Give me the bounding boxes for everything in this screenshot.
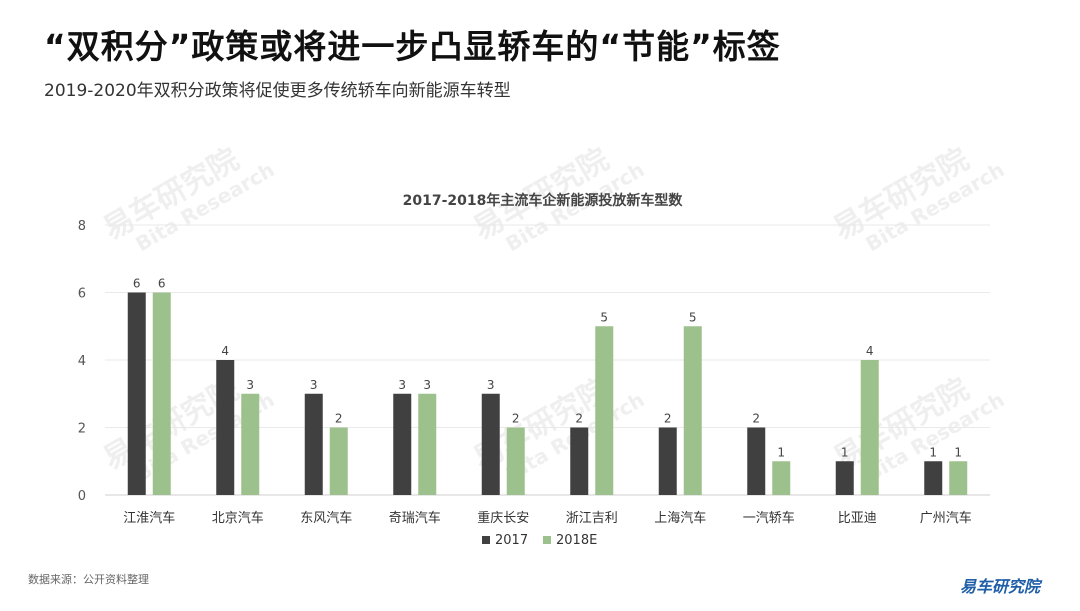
bar bbox=[924, 461, 943, 495]
x-tick-label: 上海汽车 bbox=[654, 510, 706, 526]
bar bbox=[418, 393, 437, 495]
data-label: 1 bbox=[954, 445, 962, 459]
bar bbox=[127, 292, 146, 495]
data-label: 3 bbox=[487, 378, 495, 392]
y-tick-label: 6 bbox=[78, 287, 86, 302]
x-tick-label: 浙江吉利 bbox=[566, 511, 618, 526]
legend-label: 2018E bbox=[556, 533, 597, 548]
x-tick-label: 广州汽车 bbox=[920, 510, 972, 526]
bar bbox=[747, 427, 766, 495]
x-tick-label: 重庆长安 bbox=[477, 510, 529, 526]
legend-swatch bbox=[482, 536, 490, 544]
bar bbox=[772, 461, 791, 495]
bar bbox=[152, 292, 171, 495]
data-label: 2 bbox=[335, 412, 343, 426]
x-tick-label: 比亚迪 bbox=[838, 511, 877, 526]
chart-title: 2017-2018年主流车企新能源投放新车型数 bbox=[403, 192, 684, 209]
data-label: 5 bbox=[689, 310, 697, 324]
data-label: 3 bbox=[398, 378, 406, 392]
legend-label: 2017 bbox=[495, 533, 528, 548]
x-tick-label: 奇瑞汽车 bbox=[389, 510, 441, 526]
y-tick-label: 2 bbox=[78, 422, 86, 437]
data-label: 2 bbox=[664, 412, 672, 426]
data-label: 3 bbox=[423, 378, 431, 392]
bar bbox=[216, 360, 235, 495]
data-source-note: 数据来源：公开资料整理 bbox=[28, 573, 149, 586]
brand-logo: 易车研究院 bbox=[960, 577, 1041, 596]
bar bbox=[570, 427, 589, 495]
bar bbox=[241, 393, 260, 495]
bar bbox=[506, 427, 525, 495]
data-label: 6 bbox=[158, 277, 166, 291]
x-tick-label: 一汽轿车 bbox=[743, 510, 795, 526]
data-label: 2 bbox=[512, 412, 520, 426]
bar bbox=[949, 461, 968, 495]
data-label: 5 bbox=[600, 310, 608, 324]
bar bbox=[595, 326, 614, 495]
bar bbox=[304, 393, 323, 495]
bar bbox=[860, 360, 879, 495]
x-tick-label: 江淮汽车 bbox=[123, 510, 175, 526]
y-tick-label: 0 bbox=[78, 489, 86, 504]
data-label: 4 bbox=[866, 344, 874, 358]
bar bbox=[683, 326, 702, 495]
data-label: 2 bbox=[575, 412, 583, 426]
bar bbox=[835, 461, 854, 495]
bar bbox=[481, 393, 500, 495]
x-tick-label: 北京汽车 bbox=[212, 510, 264, 526]
bar bbox=[329, 427, 348, 495]
page-title: “双积分”政策或将进一步凸显轿车的“节能”标签 bbox=[44, 27, 781, 66]
data-label: 3 bbox=[310, 378, 318, 392]
x-tick-label: 东风汽车 bbox=[300, 510, 352, 526]
data-label: 1 bbox=[929, 445, 937, 459]
data-label: 3 bbox=[246, 378, 254, 392]
y-tick-label: 4 bbox=[78, 354, 86, 369]
bar bbox=[393, 393, 412, 495]
y-tick-label: 8 bbox=[78, 219, 86, 234]
data-label: 2 bbox=[752, 412, 760, 426]
bar bbox=[658, 427, 677, 495]
data-label: 6 bbox=[133, 277, 141, 291]
page-subtitle: 2019-2020年双积分政策将促使更多传统轿车向新能源车转型 bbox=[44, 81, 511, 101]
data-label: 1 bbox=[777, 445, 785, 459]
data-label: 1 bbox=[841, 445, 849, 459]
data-label: 4 bbox=[221, 344, 229, 358]
legend-swatch bbox=[543, 536, 551, 544]
